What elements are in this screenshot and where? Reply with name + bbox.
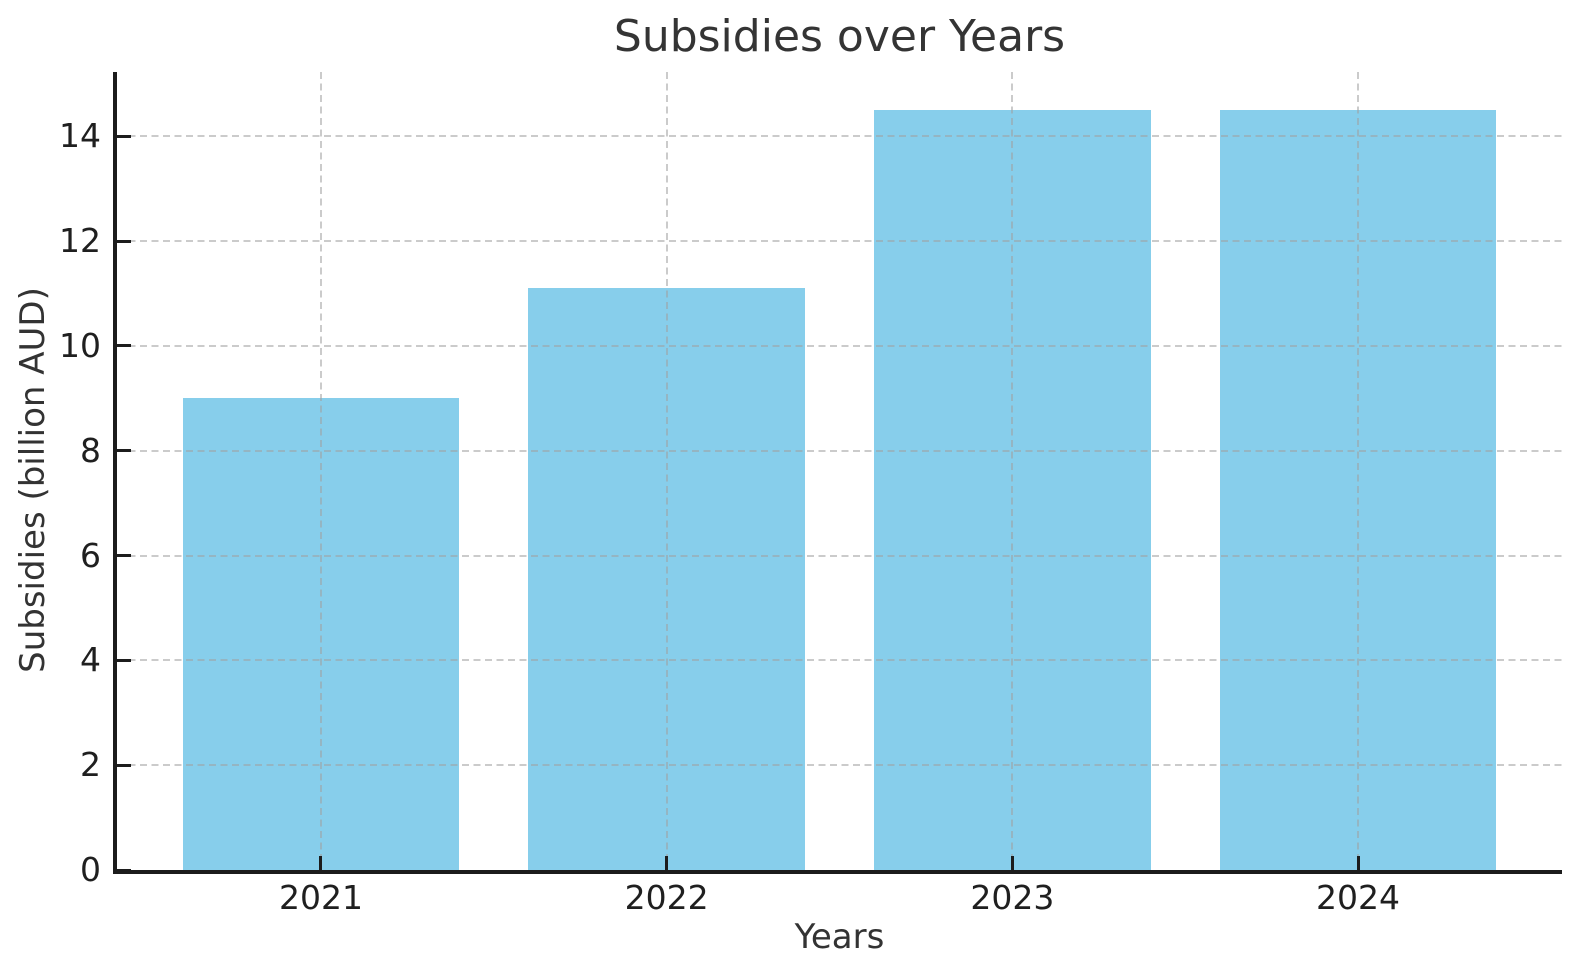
x-tick-label-2021: 2021 xyxy=(278,878,363,917)
y-tick-mark-14 xyxy=(117,134,131,138)
x-tick-mark-2024 xyxy=(1356,856,1360,870)
y-tick-mark-6 xyxy=(117,554,131,558)
y-tick-label-2: 2 xyxy=(80,745,101,785)
y-tick-label-6: 6 xyxy=(80,535,101,575)
y-tick-label-12: 12 xyxy=(59,221,101,261)
y-tick-label-4: 4 xyxy=(80,640,101,680)
gridline-y-4 xyxy=(117,659,1562,662)
gridline-x-2024 xyxy=(1357,72,1360,870)
gridline-y-8 xyxy=(117,449,1562,452)
y-axis-label: Subsidies (billion AUD) xyxy=(13,287,53,673)
y-tick-mark-8 xyxy=(117,449,131,453)
y-tick-mark-4 xyxy=(117,658,131,662)
y-tick-label-8: 8 xyxy=(80,430,101,470)
gridline-x-2021 xyxy=(319,72,322,870)
y-tick-label-0: 0 xyxy=(80,850,101,889)
y-tick-label-10: 10 xyxy=(59,325,101,365)
x-axis-label: Years xyxy=(794,917,885,957)
x-tick-mark-2021 xyxy=(319,856,323,870)
y-tick-mark-12 xyxy=(117,239,131,243)
plot-area xyxy=(113,72,1562,874)
gridline-x-2022 xyxy=(665,72,668,870)
y-tick-mark-10 xyxy=(117,344,131,348)
gridline-y-2 xyxy=(117,764,1562,767)
y-tick-mark-0 xyxy=(117,868,131,872)
gridline-y-6 xyxy=(117,554,1562,557)
x-tick-label-2022: 2022 xyxy=(624,878,709,917)
x-tick-label-2024: 2024 xyxy=(1316,878,1401,917)
gridline-y-12 xyxy=(117,240,1562,243)
y-tick-label-14: 14 xyxy=(59,116,101,156)
chart-title: Subsidies over Years xyxy=(613,11,1066,62)
gridline-y-14 xyxy=(117,135,1562,138)
y-tick-mark-2 xyxy=(117,763,131,767)
x-tick-label-2023: 2023 xyxy=(970,878,1055,917)
x-tick-mark-2023 xyxy=(1010,856,1014,870)
gridline-x-2023 xyxy=(1011,72,1014,870)
x-tick-mark-2022 xyxy=(665,856,669,870)
gridline-y-10 xyxy=(117,344,1562,347)
